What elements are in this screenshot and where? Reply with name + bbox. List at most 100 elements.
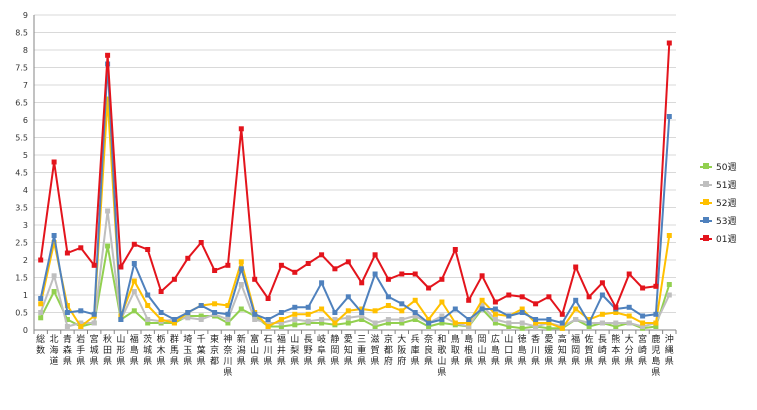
- y-tick-label: 1.5: [15, 274, 28, 283]
- data-point: [359, 280, 365, 286]
- x-tick-label: 佐賀県: [585, 333, 594, 367]
- data-point: [626, 304, 632, 310]
- data-point: [185, 315, 191, 321]
- data-point: [51, 289, 57, 294]
- legend: 50週 51週 52週 53週 01週: [700, 160, 756, 250]
- legend-item-53w: 53週: [700, 214, 756, 230]
- y-tick-labels: 0 0.5 1 1.5 2 2.5 3 3.5 4 4.5 5 5.5 6 6.5 7 7.5 8 8.5 9: [15, 11, 28, 335]
- data-point: [506, 292, 512, 298]
- data-point: [238, 126, 244, 132]
- x-tick-label: 徳島県: [518, 333, 527, 367]
- x-tick-label: 北海道: [50, 334, 59, 367]
- x-tick-label: 福岡県: [571, 333, 580, 367]
- data-point: [666, 233, 672, 238]
- y-tick-label: 2: [23, 256, 28, 265]
- data-point: [640, 313, 646, 319]
- y-tick-label: 5: [23, 151, 28, 160]
- data-point: [479, 306, 485, 312]
- legend-item-51w: 51週: [700, 178, 756, 194]
- data-point: [626, 313, 632, 319]
- data-point: [332, 266, 338, 272]
- data-point: [131, 241, 137, 247]
- data-point: [359, 306, 365, 312]
- data-point: [586, 294, 592, 300]
- data-point: [345, 320, 351, 326]
- axes: [33, 15, 677, 334]
- data-point: [319, 280, 325, 286]
- data-point: [131, 289, 137, 294]
- data-point: [559, 325, 565, 331]
- data-point: [292, 311, 298, 317]
- y-tick-label: 8: [23, 46, 28, 55]
- x-tick-label: 岩手県: [76, 333, 85, 367]
- data-point: [372, 324, 378, 329]
- data-point: [105, 52, 111, 58]
- data-point: [64, 303, 70, 308]
- y-tick-label: 1: [23, 291, 28, 300]
- data-point: [385, 294, 391, 300]
- y-tick-label: 0.5: [15, 309, 28, 318]
- data-point: [225, 317, 231, 322]
- x-tick-label: 愛知県: [344, 333, 353, 367]
- legend-marker: [703, 199, 709, 205]
- data-point: [212, 301, 218, 307]
- data-point: [51, 240, 57, 245]
- y-tick-label: 6: [23, 116, 28, 125]
- data-point: [666, 292, 672, 298]
- data-point: [278, 262, 284, 268]
- data-point: [439, 313, 445, 319]
- data-point: [492, 306, 498, 312]
- data-point: [292, 269, 298, 275]
- x-tick-label: 鹿児島県: [651, 333, 660, 378]
- data-point: [319, 252, 325, 258]
- data-point: [586, 320, 592, 326]
- data-point: [613, 324, 619, 329]
- data-point: [305, 318, 311, 324]
- data-point: [533, 320, 539, 326]
- data-point: [573, 264, 579, 270]
- data-point: [38, 310, 44, 315]
- data-point: [78, 320, 84, 326]
- data-point: [158, 289, 164, 294]
- data-point: [345, 259, 351, 265]
- x-tick-label: 山口県: [504, 334, 513, 367]
- data-point: [238, 259, 244, 265]
- data-point: [466, 297, 472, 303]
- data-point: [198, 317, 204, 322]
- data-point: [105, 243, 111, 249]
- data-point: [439, 320, 445, 326]
- legend-marker: [703, 235, 709, 241]
- x-tick-label: 東京都: [210, 333, 219, 367]
- data-point: [372, 308, 378, 314]
- x-tick-label: 石川県: [264, 335, 273, 367]
- data-point: [533, 301, 539, 307]
- data-point: [91, 311, 97, 317]
- x-tick-label: 島根県: [464, 333, 473, 367]
- data-point: [292, 317, 298, 322]
- data-point: [385, 320, 391, 326]
- data-point: [546, 320, 552, 326]
- data-point: [278, 324, 284, 329]
- data-point: [466, 324, 472, 329]
- x-tick-label: 富山県: [250, 333, 259, 367]
- data-point: [145, 303, 151, 308]
- data-point: [91, 320, 97, 326]
- data-point: [439, 299, 445, 305]
- data-point: [492, 317, 498, 322]
- data-point: [238, 282, 244, 287]
- data-point: [666, 114, 672, 119]
- data-point: [252, 311, 258, 317]
- legend-label: 51週: [716, 181, 737, 191]
- data-point: [212, 310, 218, 315]
- data-point: [479, 273, 485, 279]
- data-point: [359, 310, 365, 315]
- x-tick-label: 三重県: [357, 335, 366, 367]
- y-tick-label: 5.5: [15, 134, 28, 143]
- data-point: [426, 324, 432, 329]
- y-tick-label: 7: [23, 81, 28, 90]
- data-point: [533, 324, 539, 329]
- x-tick-label: 岡山県: [478, 334, 487, 367]
- data-point: [599, 280, 605, 286]
- data-point: [171, 276, 177, 282]
